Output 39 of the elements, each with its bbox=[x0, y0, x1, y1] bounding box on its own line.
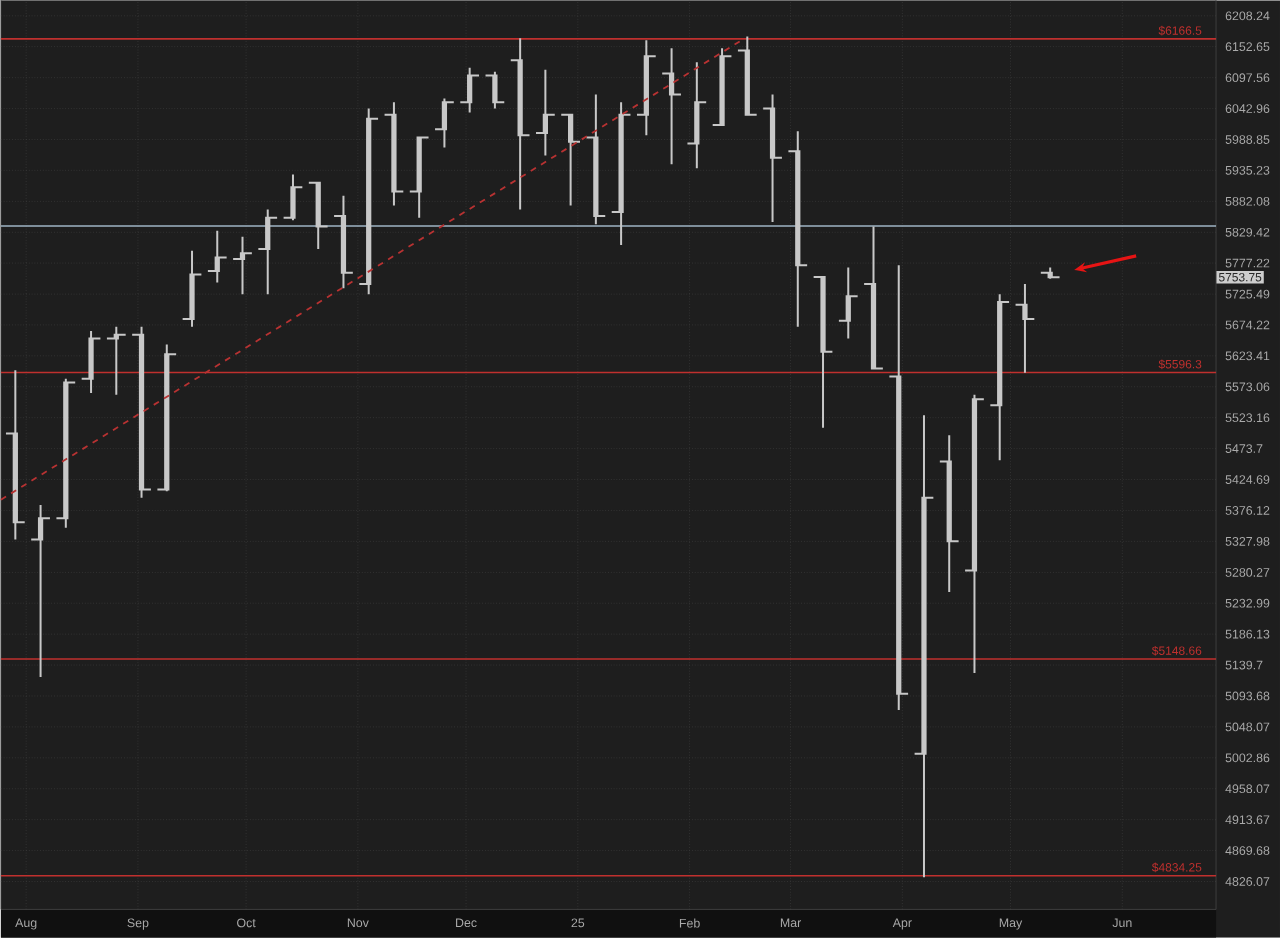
candlestick bbox=[257, 208, 279, 296]
candlestick bbox=[181, 249, 203, 328]
candlestick bbox=[964, 393, 985, 675]
candlestick bbox=[333, 194, 354, 290]
candlestick bbox=[711, 47, 733, 127]
candlestick bbox=[762, 93, 783, 224]
candlestick bbox=[509, 37, 531, 211]
candlestick bbox=[156, 343, 178, 493]
candlestick bbox=[661, 47, 682, 166]
candlestick bbox=[105, 325, 127, 396]
candlestick bbox=[383, 101, 405, 207]
candlestick bbox=[863, 225, 884, 370]
candlestick bbox=[913, 414, 935, 879]
candlestick bbox=[585, 93, 607, 226]
candlestick bbox=[206, 229, 228, 284]
candlestick bbox=[4, 369, 26, 541]
candlestick bbox=[30, 504, 51, 679]
candlestick bbox=[787, 130, 809, 328]
candlestick bbox=[358, 107, 380, 296]
candlestick bbox=[55, 377, 77, 529]
candlestick bbox=[610, 101, 632, 247]
candlestick bbox=[535, 68, 556, 157]
candlestick bbox=[408, 136, 430, 219]
candlestick bbox=[307, 181, 329, 251]
candlestick bbox=[560, 113, 581, 207]
candlestick bbox=[989, 293, 1011, 462]
candlestick bbox=[837, 266, 859, 340]
candlestick bbox=[812, 276, 834, 429]
candlestick bbox=[232, 235, 253, 296]
candlestick bbox=[459, 66, 481, 114]
candlestick bbox=[434, 97, 455, 149]
candlestick bbox=[938, 434, 960, 594]
candlestick bbox=[686, 61, 708, 170]
candlestick bbox=[635, 39, 657, 137]
candlestick bbox=[80, 330, 102, 395]
candlestick bbox=[484, 70, 506, 110]
candlestick bbox=[1014, 283, 1036, 374]
candlestick bbox=[282, 173, 304, 222]
candlestick bbox=[1039, 266, 1061, 280]
